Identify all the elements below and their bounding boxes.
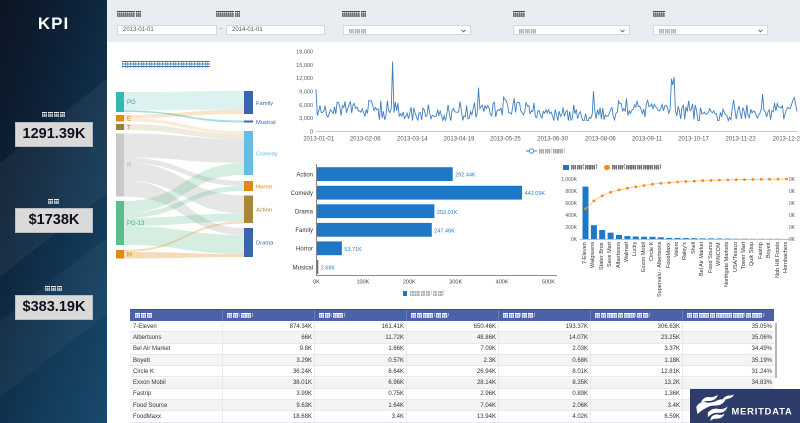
svg-text:0K: 0K xyxy=(313,280,320,286)
svg-text:0K: 0K xyxy=(571,237,578,243)
svg-text:2013-06-30: 2013-06-30 xyxy=(537,137,568,143)
svg-text:300K: 300K xyxy=(449,280,462,286)
svg-text:Comedy: Comedy xyxy=(256,152,278,158)
svg-text:2013-08-06: 2013-08-06 xyxy=(585,137,616,143)
svg-text:15,000: 15,000 xyxy=(296,63,313,69)
svg-text:247.46K: 247.46K xyxy=(434,228,455,234)
svg-text:2013-11-22: 2013-11-22 xyxy=(725,137,756,143)
svg-text:500K: 500K xyxy=(542,280,555,286)
svg-text:Drama: Drama xyxy=(295,210,314,216)
svg-text:0K: 0K xyxy=(789,201,796,207)
svg-text:12,000: 12,000 xyxy=(296,76,313,82)
svg-text:53.71K: 53.71K xyxy=(344,247,362,253)
svg-text:253.01K: 253.01K xyxy=(437,210,458,216)
svg-text:0K: 0K xyxy=(789,189,796,195)
svg-text:2013-12-28: 2013-12-28 xyxy=(773,137,800,143)
svg-text:2.68K: 2.68K xyxy=(321,266,336,272)
svg-text:2013-09-11: 2013-09-11 xyxy=(632,137,663,143)
svg-text:442.09K: 442.09K xyxy=(525,191,546,197)
svg-text:2013-10-17: 2013-10-17 xyxy=(678,137,709,143)
svg-text:200K: 200K xyxy=(565,225,577,231)
svg-text:6,000: 6,000 xyxy=(299,103,313,109)
svg-text:292.44K: 292.44K xyxy=(455,173,476,179)
svg-text:18,000: 18,000 xyxy=(296,50,313,56)
svg-text:400K: 400K xyxy=(565,213,577,219)
svg-text:3,000: 3,000 xyxy=(299,116,313,122)
svg-text:1,000K: 1,000K xyxy=(561,177,578,183)
svg-text:2013-05-25: 2013-05-25 xyxy=(490,137,521,143)
svg-text:0: 0 xyxy=(310,130,313,136)
svg-text:0K: 0K xyxy=(789,237,796,243)
svg-text:2013-04-19: 2013-04-19 xyxy=(444,137,475,143)
svg-text:Family: Family xyxy=(295,228,313,234)
svg-text:400K: 400K xyxy=(496,280,509,286)
svg-text:0K: 0K xyxy=(789,213,796,219)
svg-text:M: M xyxy=(127,253,132,259)
svg-text:800K: 800K xyxy=(565,189,577,195)
svg-text:Action: Action xyxy=(256,208,272,214)
svg-text:2013-02-06: 2013-02-06 xyxy=(350,137,381,143)
svg-text:600K: 600K xyxy=(565,201,577,207)
svg-text:9,000: 9,000 xyxy=(299,90,313,96)
svg-text:MERITDATA: MERITDATA xyxy=(732,407,793,417)
svg-text:Drama: Drama xyxy=(256,241,274,247)
svg-text:Musical: Musical xyxy=(256,120,276,126)
svg-text:0K: 0K xyxy=(789,177,796,183)
svg-text:200K: 200K xyxy=(403,280,416,286)
svg-text:T: T xyxy=(127,126,131,132)
svg-text:PG: PG xyxy=(127,100,136,106)
svg-text:R: R xyxy=(127,163,132,169)
svg-text:Horror: Horror xyxy=(256,185,272,191)
svg-text:Family: Family xyxy=(256,101,273,107)
svg-text:0K: 0K xyxy=(789,225,796,231)
svg-text:2013-01-01: 2013-01-01 xyxy=(303,137,334,143)
svg-text:Comedy: Comedy xyxy=(291,191,313,197)
svg-text:2013-03-14: 2013-03-14 xyxy=(397,137,428,143)
svg-text:PG-13: PG-13 xyxy=(127,221,145,227)
svg-text:Action: Action xyxy=(296,173,313,179)
svg-text:Musical: Musical xyxy=(293,265,313,271)
svg-text:E: E xyxy=(127,117,131,123)
svg-text:100K: 100K xyxy=(356,280,369,286)
svg-text:Horror: Horror xyxy=(296,247,313,253)
